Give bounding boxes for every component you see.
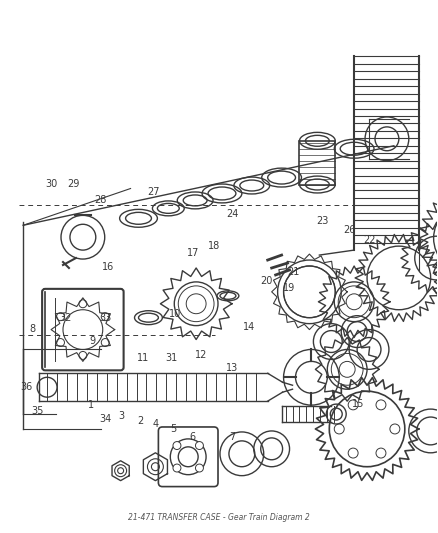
Text: 10: 10 [170,309,182,319]
Circle shape [101,313,109,321]
Text: 30: 30 [45,180,57,189]
Text: 31: 31 [165,353,177,362]
Text: 21: 21 [288,267,300,277]
Text: 13: 13 [226,363,238,373]
Text: 29: 29 [67,180,79,189]
Circle shape [334,424,344,434]
Circle shape [79,351,87,359]
Text: 12: 12 [195,351,208,360]
Text: 3: 3 [118,411,124,421]
Text: 35: 35 [31,406,43,416]
Circle shape [195,441,203,449]
Circle shape [57,313,64,321]
Circle shape [57,338,64,346]
Text: 20: 20 [261,276,273,286]
Text: 15: 15 [352,399,364,409]
Text: 17: 17 [187,248,199,259]
Circle shape [173,464,181,472]
Text: 36: 36 [21,382,33,392]
Text: 26: 26 [343,225,356,236]
Text: 19: 19 [283,282,295,293]
Text: 4: 4 [153,419,159,429]
Circle shape [390,424,400,434]
Text: 8: 8 [30,324,36,334]
Circle shape [101,338,109,346]
Text: 6: 6 [190,432,196,442]
Text: 7: 7 [229,432,235,442]
Text: 34: 34 [100,414,112,424]
Text: 5: 5 [170,424,177,433]
Text: 33: 33 [99,313,111,324]
Text: 22: 22 [363,235,375,245]
Text: 16: 16 [102,262,114,271]
Text: 18: 18 [208,241,220,252]
Text: 21-471 TRANSFER CASE - Gear Train Diagram 2: 21-471 TRANSFER CASE - Gear Train Diagra… [128,513,310,522]
Text: 32: 32 [60,313,72,324]
Circle shape [195,464,203,472]
Circle shape [348,448,358,458]
Text: 24: 24 [226,208,238,219]
Text: 9: 9 [90,336,96,345]
Text: 11: 11 [137,353,149,362]
Text: 14: 14 [244,322,256,333]
Text: 23: 23 [316,216,329,227]
Circle shape [79,300,87,308]
Bar [300,141,335,184]
Circle shape [376,448,386,458]
Circle shape [376,400,386,410]
Text: 27: 27 [148,188,160,197]
Text: 1: 1 [88,400,94,410]
Text: 28: 28 [95,195,107,205]
Circle shape [173,441,181,449]
Circle shape [348,400,358,410]
Text: 2: 2 [138,416,144,426]
